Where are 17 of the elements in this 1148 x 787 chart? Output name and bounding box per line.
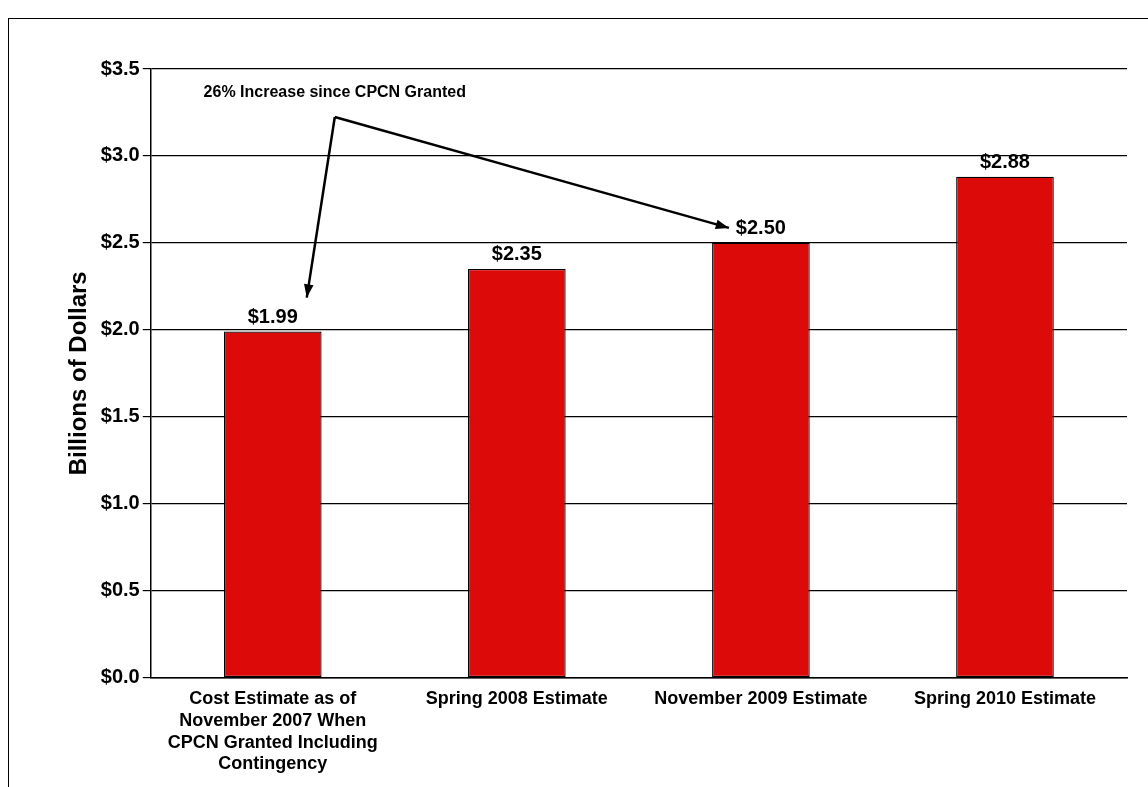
annotation: 26% Increase since CPCN Granted [203,83,466,101]
y-tick-label: $0.5 [100,578,140,601]
x-tick-label: Spring 2010 Estimate [913,688,1096,709]
data-label: $2.50 [735,216,786,239]
y-tick-label: $2.0 [100,317,140,340]
data-label: $2.35 [491,242,542,265]
data-label: $1.99 [247,305,298,328]
x-tick-label: November 2009 Estimate [654,688,868,709]
y-tick-label: $0.0 [100,665,140,688]
y-tick-label: $1.5 [100,404,140,427]
y-tick-label: $3.5 [100,56,140,79]
x-tick-label: Cost Estimate as of November 2007 When CPCN Granted Including Contingency [167,688,378,774]
x-tick-label: Spring 2008 Estimate [425,688,608,709]
y-tick-label: $3.0 [100,143,140,166]
y-axis-title: Billions of Dollars [64,271,92,476]
y-tick-label: $2.5 [100,230,140,253]
y-tick-label: $1.0 [100,491,140,514]
